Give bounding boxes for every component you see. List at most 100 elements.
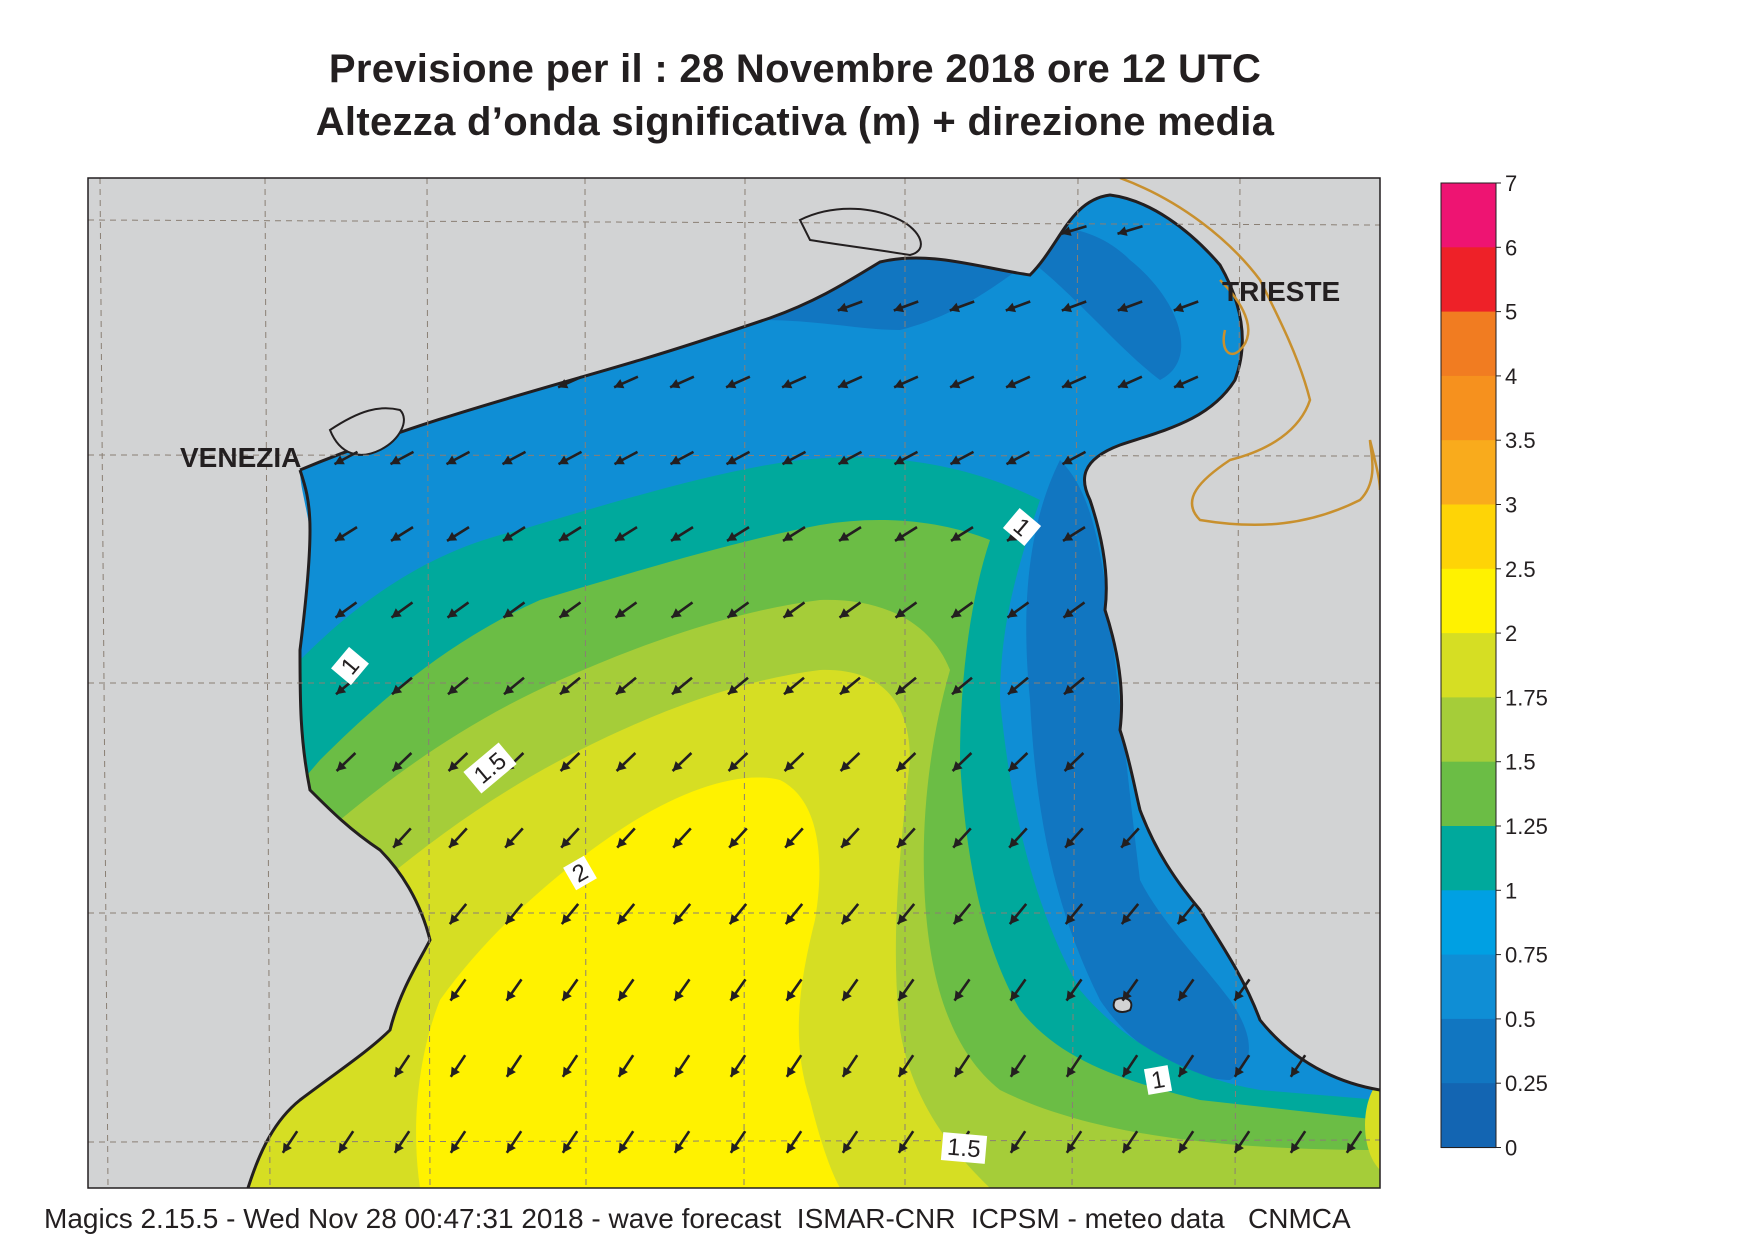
wave-arrow-head <box>841 914 852 925</box>
wave-arrow-head <box>898 1142 908 1153</box>
wave-arrow-head <box>1007 608 1018 618</box>
wave-arrow-head <box>558 379 569 389</box>
wave-arrow-head <box>783 608 794 618</box>
wave-arrow-head <box>449 837 459 848</box>
wave-arrow-head <box>840 684 851 695</box>
wave-arrow-head <box>895 608 906 618</box>
wave-arrow-head <box>391 608 402 618</box>
wave-arrow-head <box>448 761 459 771</box>
colorbar-tick-label: 3.5 <box>1505 428 1536 453</box>
wave-arrow-head <box>674 1066 684 1077</box>
wave-arrow-head <box>726 379 737 389</box>
colorbar-swatch <box>1441 1083 1496 1149</box>
wave-arrow-head <box>1061 302 1072 313</box>
colorbar-tick-label: 1.5 <box>1505 750 1536 775</box>
wave-arrow-head <box>1062 455 1073 465</box>
wave-arrow-head <box>616 761 627 771</box>
wave-arrow-head <box>894 455 905 465</box>
wave-arrow-head <box>1118 379 1129 389</box>
wave-arrow-head <box>338 1142 348 1153</box>
wave-arrow-head <box>1010 1142 1020 1153</box>
wave-arrow-head <box>949 302 960 313</box>
colorbar-tick-label: 0.25 <box>1505 1071 1548 1096</box>
band-edge-east <box>1365 1080 1380 1170</box>
wave-arrow-head <box>842 990 852 1001</box>
wave-arrow-head <box>336 761 347 771</box>
wave-arrow-head <box>1065 914 1076 925</box>
wave-arrow-head <box>672 761 683 771</box>
wave-arrow-head <box>839 531 850 541</box>
wave-arrow-head <box>898 990 908 1001</box>
wave-arrow-head <box>730 1066 740 1077</box>
svg-text:1: 1 <box>1149 1066 1167 1095</box>
wave-arrow-head <box>448 684 459 695</box>
wave-arrow-head <box>786 990 796 1001</box>
colorbar-tick-label: 0.5 <box>1505 1007 1536 1032</box>
colorbar-swatch <box>1441 826 1496 891</box>
wave-arrow-head <box>449 914 460 925</box>
wave-arrow-head <box>951 531 962 541</box>
wave-arrow-head <box>670 455 681 465</box>
wave-arrow-head <box>394 1066 404 1077</box>
colorbar-tick-label: 1.25 <box>1505 814 1548 839</box>
wave-arrow-head <box>335 608 346 618</box>
wave-arrow-head <box>1008 684 1019 695</box>
wave-arrow-head <box>1178 990 1188 1001</box>
wave-arrow-head <box>782 455 793 465</box>
wave-arrow-head <box>951 608 962 618</box>
colorbar-tick-label: 2 <box>1505 621 1517 646</box>
contour-label-1-west: 1 <box>331 646 369 686</box>
wave-arrow-head <box>614 455 625 465</box>
colorbar-tick-label: 1 <box>1505 878 1517 903</box>
colorbar-tick-label: 0 <box>1505 1136 1517 1161</box>
wave-arrow-head <box>837 302 848 313</box>
wave-arrow-head <box>562 990 572 1001</box>
wave-arrow-head <box>952 761 963 771</box>
wave-arrow-head <box>670 379 681 389</box>
wave-arrow-head <box>730 990 740 1001</box>
wave-arrow-head <box>615 531 626 541</box>
wave-arrow-head <box>786 1066 796 1077</box>
colorbar-tick-label: 1.75 <box>1505 685 1548 710</box>
wave-arrow-head <box>506 990 516 1001</box>
wave-arrow-head <box>392 761 403 771</box>
title-line-1: Previsione per il : 28 Novembre 2018 ore… <box>328 47 1262 91</box>
wave-arrow-head <box>506 1142 516 1153</box>
contour-label-1-north: 1 <box>1002 508 1042 546</box>
colorbar-tick-label: 3 <box>1505 493 1517 518</box>
wave-arrow-head <box>450 990 460 1001</box>
venice-lagoon-island <box>328 407 405 456</box>
contour-label-1-south: 1 <box>1143 1065 1173 1095</box>
wave-arrow-head <box>1173 302 1184 313</box>
wave-arrow-head <box>784 684 795 695</box>
city-label-trieste: TRIESTE <box>1222 276 1340 307</box>
wave-arrow-head <box>392 684 403 695</box>
wave-arrow-head <box>1117 302 1128 313</box>
wave-arrow-head <box>336 684 347 695</box>
wave-arrow-head <box>560 761 571 771</box>
wave-arrow-head <box>1290 1142 1300 1153</box>
colorbar-swatch <box>1441 504 1496 570</box>
wave-arrow-head <box>559 608 570 618</box>
coastline-west <box>246 469 432 1188</box>
wave-arrow-head <box>838 379 849 389</box>
colorbar-tick-label: 7 <box>1505 171 1517 196</box>
wave-arrow-head <box>783 531 794 541</box>
wave-arrow-head <box>897 914 908 925</box>
wave-arrow-head <box>1009 837 1019 848</box>
colorbar-frame <box>1440 182 1497 1148</box>
wave-arrow-head <box>1063 531 1074 541</box>
wave-arrow-head <box>842 1142 852 1153</box>
wave-arrow-head <box>1178 1066 1188 1077</box>
colorbar-swatch <box>1441 633 1496 698</box>
wave-arrow-head <box>1121 837 1131 848</box>
colorbar-swatch <box>1441 247 1496 313</box>
colorbar-swatch <box>1441 761 1496 827</box>
wave-arrow-head <box>503 531 514 541</box>
colorbar-swatch <box>1441 568 1496 634</box>
wave-arrow-head <box>672 684 683 695</box>
wave-arrow-head <box>954 990 964 1001</box>
wave-arrow-head <box>839 608 850 618</box>
wave-arrow-head <box>390 455 401 465</box>
wave-arrow-head <box>727 608 738 618</box>
